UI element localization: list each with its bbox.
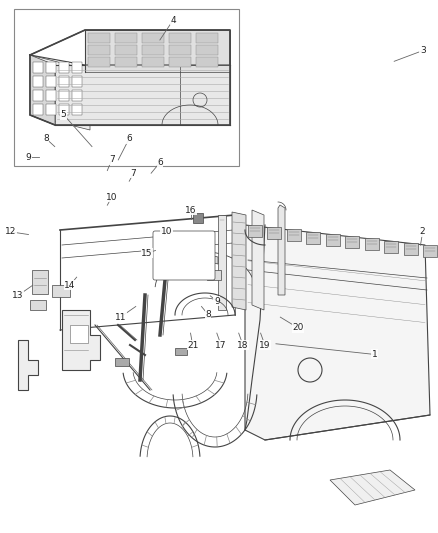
Polygon shape xyxy=(210,255,218,264)
Polygon shape xyxy=(252,210,264,310)
Bar xyxy=(175,348,187,355)
Bar xyxy=(218,215,226,310)
Text: 13: 13 xyxy=(12,292,23,300)
Bar xyxy=(70,325,88,343)
Polygon shape xyxy=(85,30,230,72)
Text: 2: 2 xyxy=(420,228,425,236)
Text: 7: 7 xyxy=(131,169,137,177)
Text: 21: 21 xyxy=(187,341,198,350)
Text: 14: 14 xyxy=(64,281,76,289)
Bar xyxy=(72,76,82,87)
Bar xyxy=(33,62,43,73)
Bar xyxy=(46,90,56,101)
Text: 17: 17 xyxy=(215,341,227,350)
Bar xyxy=(88,33,110,43)
Bar xyxy=(32,270,48,294)
Bar xyxy=(72,104,82,115)
Bar xyxy=(59,104,69,115)
FancyBboxPatch shape xyxy=(153,231,215,280)
Bar xyxy=(196,57,218,67)
Bar xyxy=(423,245,437,257)
Text: 5: 5 xyxy=(60,110,67,119)
Bar xyxy=(88,45,110,55)
Bar xyxy=(46,104,56,115)
Bar xyxy=(115,358,129,366)
Bar xyxy=(46,62,56,73)
Bar xyxy=(169,57,191,67)
Bar xyxy=(142,57,164,67)
Bar xyxy=(306,232,320,244)
Polygon shape xyxy=(232,212,246,310)
Polygon shape xyxy=(55,65,230,125)
Text: 1: 1 xyxy=(371,350,378,359)
Bar xyxy=(248,225,262,237)
Bar xyxy=(33,104,43,115)
Bar xyxy=(52,285,70,297)
Polygon shape xyxy=(245,225,430,440)
Bar xyxy=(384,240,398,253)
Text: 6: 6 xyxy=(157,158,163,167)
Bar xyxy=(196,45,218,55)
Text: 11: 11 xyxy=(115,313,126,321)
Text: 10: 10 xyxy=(161,228,172,236)
Text: 8: 8 xyxy=(205,310,211,319)
Text: 12: 12 xyxy=(5,228,17,236)
Bar xyxy=(59,76,69,87)
Polygon shape xyxy=(330,470,415,505)
Text: 19: 19 xyxy=(259,341,271,350)
Text: 9: 9 xyxy=(25,153,32,161)
Bar xyxy=(193,213,203,223)
Bar xyxy=(46,76,56,87)
Bar xyxy=(287,229,301,241)
Bar xyxy=(196,33,218,43)
Bar xyxy=(268,227,282,239)
Text: 10: 10 xyxy=(106,193,117,201)
Polygon shape xyxy=(278,205,285,295)
Bar xyxy=(72,62,82,73)
Bar xyxy=(365,238,379,251)
Text: 16: 16 xyxy=(185,206,196,215)
Text: 20: 20 xyxy=(292,324,304,332)
Polygon shape xyxy=(62,310,100,370)
Bar xyxy=(59,62,69,73)
Polygon shape xyxy=(18,340,38,390)
Text: 15: 15 xyxy=(141,249,152,257)
Bar xyxy=(14,9,239,166)
Text: 7: 7 xyxy=(109,156,115,164)
Text: 6: 6 xyxy=(126,134,132,143)
Text: 8: 8 xyxy=(43,134,49,143)
Polygon shape xyxy=(30,55,55,125)
Bar xyxy=(326,234,340,246)
Text: 9: 9 xyxy=(214,297,220,305)
Bar xyxy=(115,45,137,55)
Bar xyxy=(169,33,191,43)
Bar xyxy=(115,33,137,43)
Text: 3: 3 xyxy=(420,46,426,55)
Bar xyxy=(169,45,191,55)
Bar xyxy=(59,90,69,101)
Bar xyxy=(403,243,417,255)
Text: 18: 18 xyxy=(237,341,249,350)
Bar xyxy=(142,45,164,55)
Bar xyxy=(33,90,43,101)
Bar xyxy=(345,236,359,248)
Bar xyxy=(88,57,110,67)
Bar xyxy=(115,57,137,67)
Bar xyxy=(142,33,164,43)
Text: 4: 4 xyxy=(170,16,176,25)
Bar xyxy=(33,76,43,87)
Polygon shape xyxy=(30,55,90,130)
Bar xyxy=(207,270,221,280)
Bar xyxy=(30,300,46,310)
Bar xyxy=(72,90,82,101)
